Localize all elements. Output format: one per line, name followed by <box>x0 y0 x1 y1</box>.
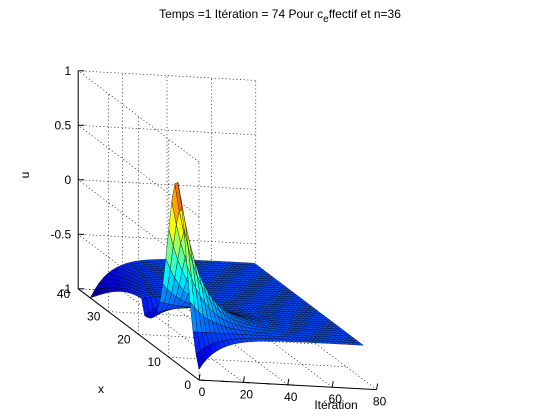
x-tick-label: 40 <box>284 390 298 404</box>
z-tick-label: 0.5 <box>55 118 72 132</box>
x-tick-label: 80 <box>373 395 387 409</box>
title-text-tail: ffectif et n=36 <box>329 7 401 21</box>
iteration-tick <box>331 381 334 388</box>
grid-line <box>78 125 256 136</box>
z-axis-label: u <box>18 172 32 179</box>
y-tick-label: 10 <box>147 355 161 369</box>
z-tick-label: -0.5 <box>51 227 72 241</box>
x-tick <box>287 384 294 386</box>
iteration-tick <box>198 373 201 381</box>
grid-line <box>78 70 256 81</box>
x-tick-label: 0 <box>199 385 206 399</box>
y-axis-label: x <box>98 382 104 396</box>
x-tick-label: 60 <box>329 392 343 406</box>
title-text-main: Temps =1 Itération = 74 Pour c <box>159 7 323 21</box>
title-subscript: e <box>323 14 329 25</box>
grid-line <box>78 70 200 163</box>
iteration-tick <box>376 383 379 390</box>
z-tick-label: 1 <box>65 64 72 78</box>
x-tick <box>265 383 272 385</box>
x-tick <box>243 381 250 384</box>
grid-line <box>78 234 256 245</box>
chart-title: Temps =1 Itération = 74 Pour ceffectif e… <box>159 7 401 25</box>
x-axis <box>77 288 200 381</box>
grid-line <box>122 290 244 383</box>
y-tick-label: 0 <box>184 378 191 392</box>
x-tick <box>198 379 206 381</box>
y-tick-label: 20 <box>117 332 131 346</box>
axes-layer <box>77 70 379 391</box>
iteration-tick <box>287 378 290 385</box>
y-tick-label: 40 <box>57 287 71 301</box>
iteration-tick <box>242 376 245 383</box>
grid-line <box>138 334 317 345</box>
surface-layer <box>89 182 364 370</box>
z-tick-label: 0 <box>65 173 72 187</box>
x-tick-label: 20 <box>240 387 254 401</box>
grid-line <box>78 179 256 190</box>
y-tick-label: 30 <box>87 310 101 324</box>
surface-patch <box>195 350 204 370</box>
x-tick <box>221 380 228 383</box>
z-tick-label: -1 <box>61 282 72 296</box>
x-axis-label: Itération <box>314 398 357 412</box>
